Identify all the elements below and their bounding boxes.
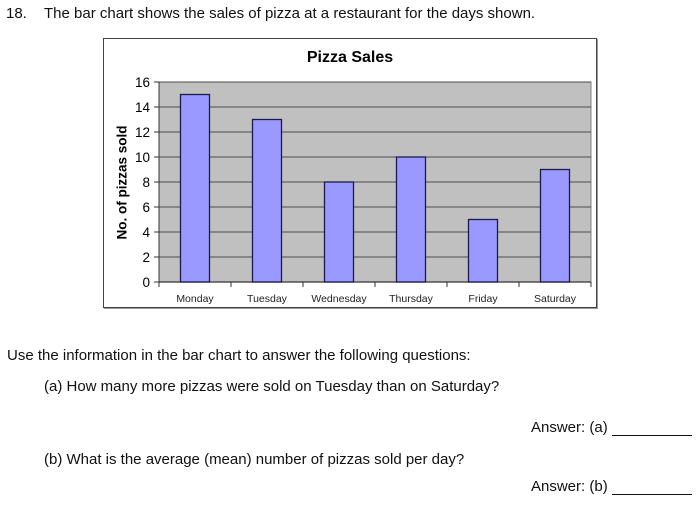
x-tick-label: Wednesday — [311, 293, 367, 305]
chart-plot-area: 0 2 4 6 8 10 12 14 16 Monday Tuesday Wednesday Thurs… — [135, 75, 592, 305]
question-number: 18. — [6, 5, 27, 22]
question-part-a: (a) How many more pizzas were sold on Tu… — [44, 378, 500, 395]
bar-monday — [179, 93, 211, 283]
x-tick-label: Thursday — [389, 293, 434, 305]
y-tick-label: 8 — [142, 175, 150, 190]
y-tick-label: 4 — [142, 225, 150, 240]
answer-b: Answer: (b) — [531, 478, 692, 495]
answer-a-blank[interactable] — [611, 421, 692, 436]
answer-b-blank[interactable] — [611, 480, 692, 495]
y-tick-label: 6 — [142, 200, 150, 215]
bar-thursday — [395, 156, 427, 283]
y-tick-label: 0 — [142, 275, 150, 290]
y-tick-label: 16 — [135, 75, 150, 90]
answer-a-label: Answer: (a) — [531, 419, 608, 436]
bar-saturday — [539, 168, 571, 283]
bar-tuesday — [251, 118, 283, 283]
bar-friday — [467, 218, 499, 283]
y-tick-label: 2 — [142, 250, 150, 265]
y-tick-label: 10 — [135, 150, 150, 165]
answer-a: Answer: (a) — [531, 419, 692, 436]
question-text: The bar chart shows the sales of pizza a… — [44, 5, 536, 22]
chart-title: Pizza Sales — [306, 49, 394, 66]
x-tick-label: Friday — [468, 293, 498, 305]
bar-chart: Pizza Sales No. of pizzas sold 0 2 4 6 8 10 12… — [103, 38, 597, 308]
x-tick-label: Monday — [176, 293, 214, 305]
question-part-b: (b) What is the average (mean) number of… — [44, 451, 465, 468]
answer-b-label: Answer: (b) — [531, 478, 608, 495]
instructions: Use the information in the bar chart to … — [7, 347, 471, 364]
bar-wednesday — [323, 181, 355, 283]
x-tick-label: Tuesday — [247, 293, 288, 305]
y-tick-label: 14 — [135, 100, 151, 115]
x-tick-label: Saturday — [534, 293, 577, 305]
y-tick-label: 12 — [135, 125, 150, 140]
